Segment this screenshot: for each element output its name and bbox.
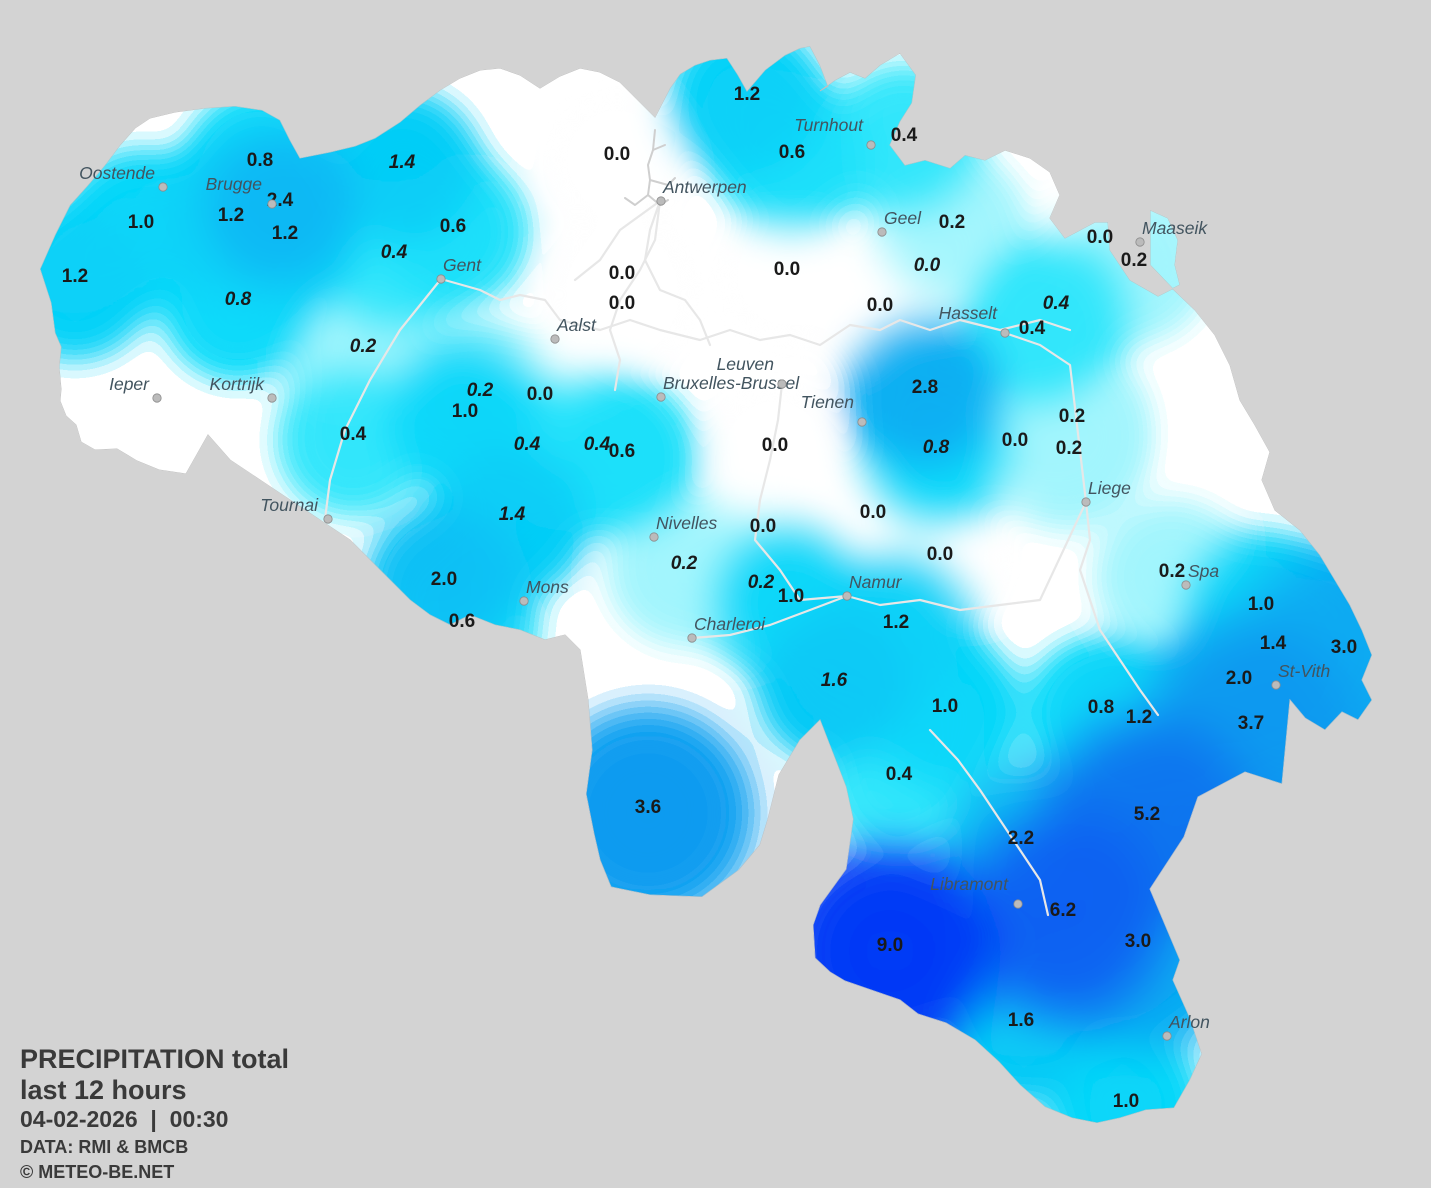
svg-text:1.2: 1.2 xyxy=(218,205,244,226)
svg-text:1.2: 1.2 xyxy=(272,223,298,244)
svg-text:St-Vith: St-Vith xyxy=(1278,661,1330,681)
svg-text:2.0: 2.0 xyxy=(431,569,457,590)
svg-text:0.0: 0.0 xyxy=(927,544,953,565)
svg-text:Geel: Geel xyxy=(884,208,922,228)
svg-text:0.4: 0.4 xyxy=(340,424,367,445)
svg-text:1.4: 1.4 xyxy=(499,504,526,525)
svg-text:2.0: 2.0 xyxy=(1226,668,1252,689)
svg-text:Spa: Spa xyxy=(1188,561,1219,581)
svg-text:1.0: 1.0 xyxy=(932,696,958,717)
svg-text:Leuven: Leuven xyxy=(717,354,774,374)
svg-text:0.2: 0.2 xyxy=(671,553,698,574)
svg-text:Nivelles: Nivelles xyxy=(656,513,718,533)
svg-text:Namur: Namur xyxy=(849,572,903,592)
svg-text:0.8: 0.8 xyxy=(923,437,950,458)
svg-text:0.0: 0.0 xyxy=(750,516,776,537)
svg-text:0.4: 0.4 xyxy=(1043,293,1070,314)
svg-text:0.6: 0.6 xyxy=(449,611,475,632)
svg-text:0.2: 0.2 xyxy=(467,380,494,401)
svg-text:Hasselt: Hasselt xyxy=(939,303,998,323)
svg-text:0.0: 0.0 xyxy=(774,259,800,280)
svg-text:0.2: 0.2 xyxy=(1059,406,1085,427)
svg-text:0.0: 0.0 xyxy=(609,263,635,284)
svg-text:0.0: 0.0 xyxy=(914,255,941,276)
svg-text:0.8: 0.8 xyxy=(225,289,252,310)
svg-text:Liege: Liege xyxy=(1088,478,1131,498)
svg-text:Ieper: Ieper xyxy=(109,374,150,394)
svg-text:1.4: 1.4 xyxy=(389,152,416,173)
svg-text:Mons: Mons xyxy=(526,577,569,597)
svg-text:0.2: 0.2 xyxy=(939,212,965,233)
svg-text:0.6: 0.6 xyxy=(440,216,466,237)
svg-text:3.0: 3.0 xyxy=(1331,637,1357,658)
svg-text:0.4: 0.4 xyxy=(584,434,611,455)
svg-text:Maaseik: Maaseik xyxy=(1142,218,1208,238)
svg-text:Gent: Gent xyxy=(443,255,482,275)
svg-text:1.0: 1.0 xyxy=(452,401,478,422)
svg-text:2.8: 2.8 xyxy=(912,377,938,398)
svg-text:6.2: 6.2 xyxy=(1050,900,1076,921)
svg-text:1.0: 1.0 xyxy=(778,586,804,607)
svg-text:0.6: 0.6 xyxy=(609,441,635,462)
svg-text:0.4: 0.4 xyxy=(514,434,541,455)
svg-text:1.4: 1.4 xyxy=(1260,633,1287,654)
svg-text:0.4: 0.4 xyxy=(1019,318,1046,339)
svg-text:Arlon: Arlon xyxy=(1168,1012,1210,1032)
svg-text:0.0: 0.0 xyxy=(609,293,635,314)
svg-text:0.2: 0.2 xyxy=(748,572,775,593)
svg-text:0.0: 0.0 xyxy=(867,295,893,316)
svg-text:0.0: 0.0 xyxy=(860,502,886,523)
svg-text:0.0: 0.0 xyxy=(527,384,553,405)
svg-text:0.0: 0.0 xyxy=(1002,430,1028,451)
svg-text:3.6: 3.6 xyxy=(635,797,661,818)
svg-text:0.2: 0.2 xyxy=(350,336,377,357)
svg-text:Aalst: Aalst xyxy=(556,315,597,335)
svg-text:1.0: 1.0 xyxy=(128,212,154,233)
svg-text:1.0: 1.0 xyxy=(1113,1091,1139,1112)
svg-text:Oostende: Oostende xyxy=(79,163,155,183)
svg-text:Charleroi: Charleroi xyxy=(694,614,766,634)
svg-text:5.2: 5.2 xyxy=(1134,804,1160,825)
svg-text:1.6: 1.6 xyxy=(821,670,848,691)
svg-text:1.0: 1.0 xyxy=(1248,594,1274,615)
svg-text:0.8: 0.8 xyxy=(1088,697,1114,718)
svg-text:Kortrijk: Kortrijk xyxy=(210,374,266,394)
svg-text:0.4: 0.4 xyxy=(381,242,408,263)
svg-text:Libramont: Libramont xyxy=(930,874,1009,894)
svg-text:0.2: 0.2 xyxy=(1159,561,1185,582)
svg-text:0.6: 0.6 xyxy=(779,142,805,163)
svg-text:0.0: 0.0 xyxy=(1087,227,1113,248)
svg-text:Brugge: Brugge xyxy=(206,174,263,194)
svg-text:1.2: 1.2 xyxy=(734,84,760,105)
svg-text:0.2: 0.2 xyxy=(1121,250,1147,271)
svg-text:1.6: 1.6 xyxy=(1008,1010,1034,1031)
svg-text:1.2: 1.2 xyxy=(1126,707,1152,728)
svg-text:9.0: 9.0 xyxy=(877,935,903,956)
svg-text:Turnhout: Turnhout xyxy=(794,115,864,135)
svg-text:Tournai: Tournai xyxy=(260,495,319,515)
svg-text:0.0: 0.0 xyxy=(762,435,788,456)
svg-text:3.0: 3.0 xyxy=(1125,931,1151,952)
svg-text:3.7: 3.7 xyxy=(1238,713,1264,734)
svg-text:1.2: 1.2 xyxy=(883,612,909,633)
svg-text:0.4: 0.4 xyxy=(891,125,918,146)
svg-text:Antwerpen: Antwerpen xyxy=(662,177,747,197)
svg-text:0.4: 0.4 xyxy=(886,764,913,785)
svg-text:0.8: 0.8 xyxy=(247,150,273,171)
svg-text:2.2: 2.2 xyxy=(1008,828,1034,849)
svg-text:1.2: 1.2 xyxy=(62,266,88,287)
svg-text:Tienen: Tienen xyxy=(801,392,854,412)
svg-text:0.2: 0.2 xyxy=(1056,438,1082,459)
svg-text:0.0: 0.0 xyxy=(604,144,630,165)
